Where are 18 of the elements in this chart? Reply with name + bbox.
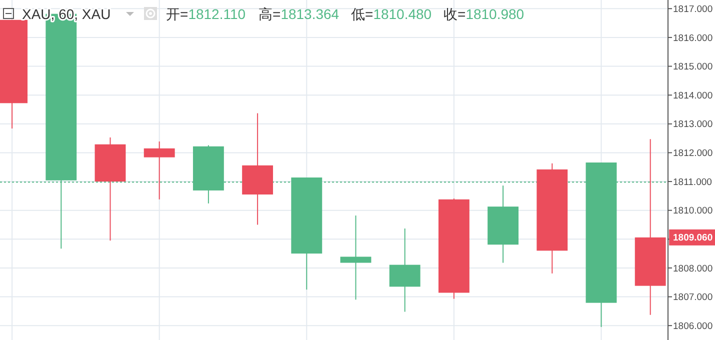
y-tick-label: 1812.000 [673,148,713,160]
y-tick-label: 1808.000 [673,263,713,274]
y-tick-label: 1815.000 [673,62,713,73]
y-tick-label: 1816.000 [673,32,713,44]
y-tick-label: 1806.000 [673,320,713,332]
y-tick-label: 1810.000 [673,206,713,217]
y-tick-label: 1814.000 [673,90,713,102]
candlestick [340,215,372,300]
y-tick-label: 1811.000 [673,176,712,188]
annotation: 低=1810.480 [351,6,432,22]
y-tick-label: 1817.000 [673,4,713,15]
annotation: 开=1812.110 [166,6,246,22]
y-tick-label: 1807.000 [673,292,713,304]
text: 1809.060 [673,232,713,244]
annotation: 高=1813.364 [258,6,340,22]
annotation: 收=1810.980 [444,6,524,22]
y-tick-label: 1813.000 [673,119,713,130]
candlestick [144,140,175,200]
